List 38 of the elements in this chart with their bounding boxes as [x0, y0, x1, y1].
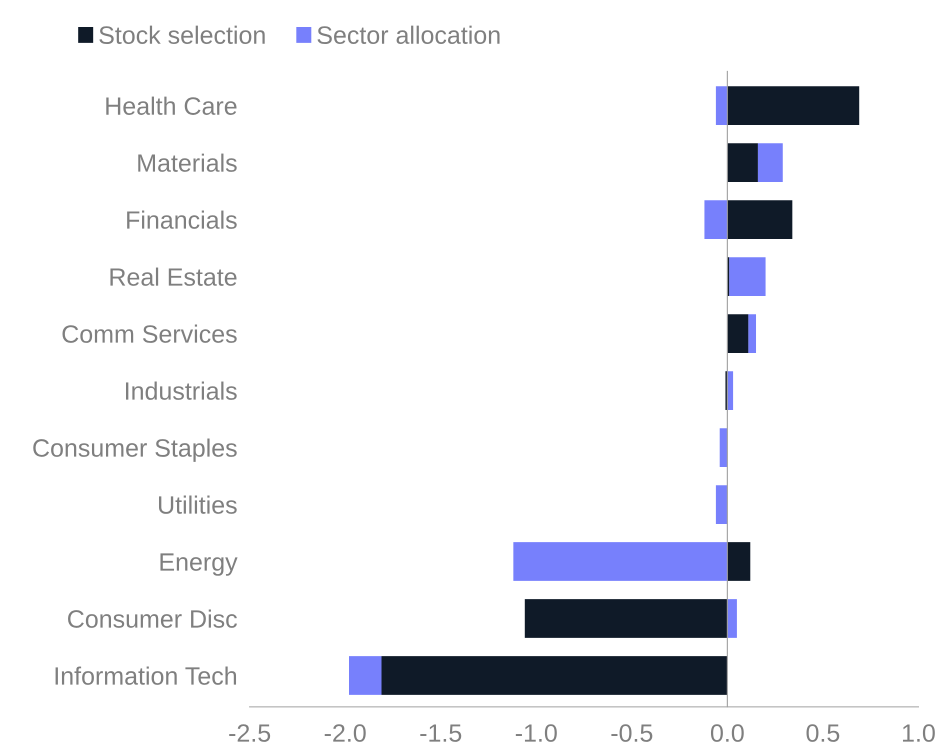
legend-label: Stock selection	[99, 26, 265, 44]
x-tick-label: 0.5	[806, 724, 840, 742]
x-tick-label: -1.5	[420, 724, 462, 742]
bar	[727, 542, 750, 581]
y-tick-label: Real Estate	[110, 268, 237, 286]
bar	[727, 314, 748, 353]
bar	[524, 599, 728, 638]
bar	[727, 86, 860, 126]
bar	[727, 599, 737, 638]
legend-label: Sector allocation	[317, 26, 500, 44]
y-tick-label: Health Care	[106, 96, 237, 115]
y-tick-label: Materials	[138, 154, 237, 172]
y-tick-label: Consumer Disc	[68, 609, 237, 628]
x-tick-label: 1.0	[902, 724, 935, 742]
bar	[349, 656, 382, 695]
bar	[727, 143, 758, 182]
bar	[720, 428, 728, 467]
bar	[748, 314, 756, 353]
bar	[729, 257, 766, 296]
y-tick-label: Industrials	[126, 382, 237, 400]
x-tick-label: -2.5	[229, 724, 270, 742]
y-tick-label: Financials	[127, 210, 237, 229]
bar	[381, 656, 728, 695]
bar	[716, 86, 728, 126]
x-tick-label: 0.0	[710, 724, 744, 742]
bar	[513, 542, 728, 581]
y-tick-label: Utilities	[158, 496, 237, 514]
y-tick-label: Information Tech	[56, 666, 236, 685]
y-tick-label: Comm Services	[62, 324, 237, 343]
y-tick-label: Energy	[160, 553, 238, 576]
bar	[716, 485, 728, 524]
x-tick-label: -2.0	[324, 724, 366, 742]
bar	[758, 143, 783, 182]
y-tick-label: Consumer Staples	[33, 438, 237, 462]
bar	[727, 200, 792, 239]
x-tick-label: -1.0	[516, 724, 557, 742]
x-tick-label: -0.5	[611, 724, 652, 742]
bar	[704, 200, 728, 239]
